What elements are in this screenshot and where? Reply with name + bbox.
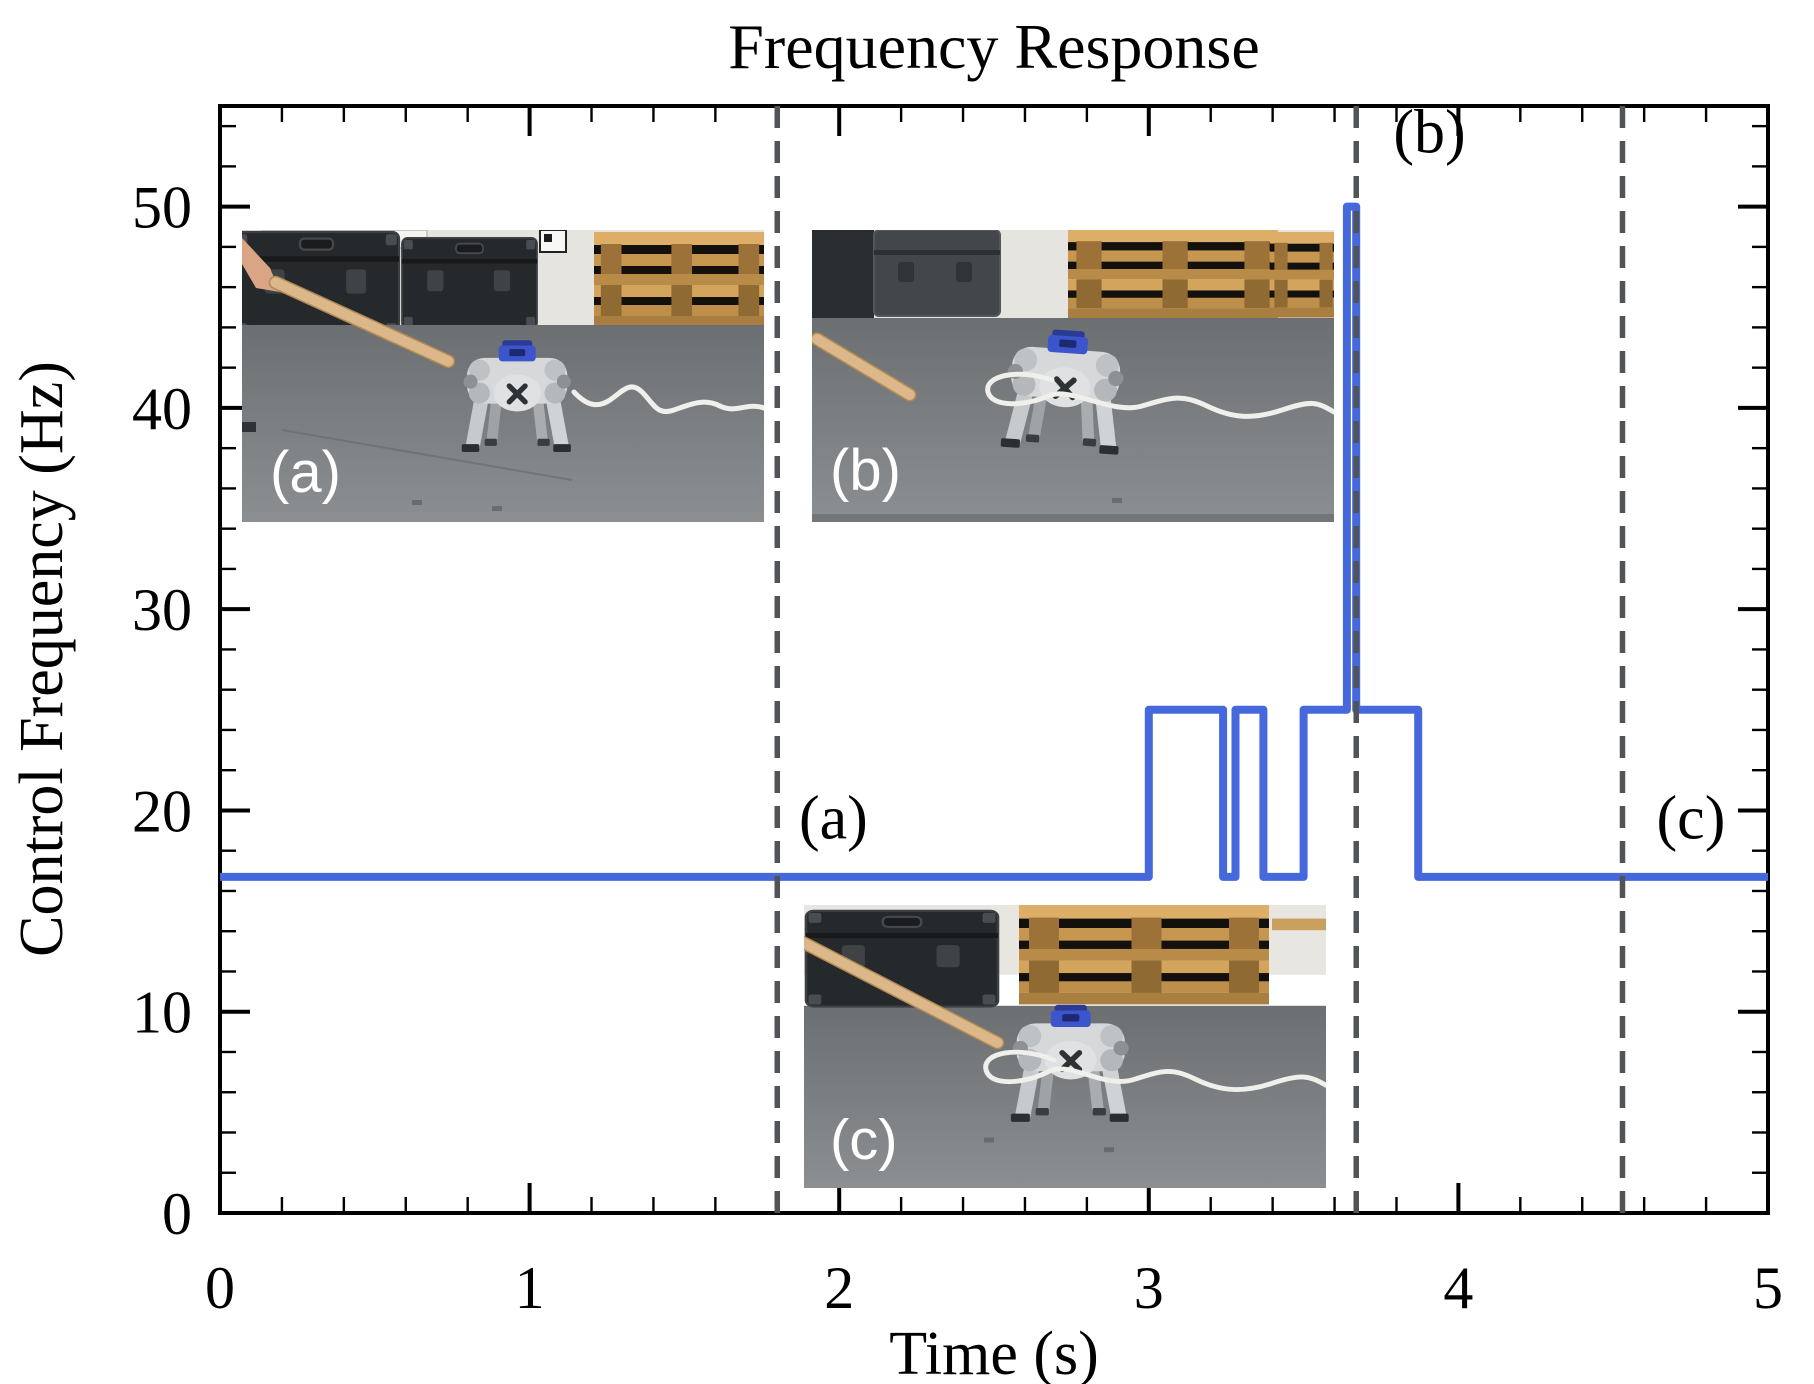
inset-label-a: (a) bbox=[270, 440, 341, 505]
flight-case-right bbox=[401, 237, 538, 330]
cable bbox=[985, 371, 1334, 419]
step-line-series bbox=[220, 202, 1768, 881]
floor-object bbox=[242, 422, 256, 432]
x-tick-label: 3 bbox=[1134, 1255, 1164, 1321]
flight-case-right bbox=[873, 230, 1001, 317]
inset-label-c: (c) bbox=[830, 1109, 898, 1172]
wooden-stick bbox=[804, 936, 1005, 1050]
case-lid-line bbox=[874, 250, 1000, 255]
y-axis-label: Control Frequency (Hz) bbox=[8, 361, 76, 957]
flight-case-left bbox=[812, 230, 874, 318]
inset-label-b: (b) bbox=[830, 438, 901, 503]
event-line-label: (b) bbox=[1393, 98, 1465, 166]
pallet-stack-a bbox=[594, 232, 764, 327]
x-tick-label: 1 bbox=[515, 1255, 545, 1321]
cable bbox=[571, 384, 764, 414]
wooden-stick bbox=[812, 332, 917, 402]
floor-mark bbox=[412, 500, 422, 505]
floor-mark bbox=[1104, 1147, 1114, 1153]
case-latch bbox=[898, 262, 914, 282]
pallet-slat-extra bbox=[1272, 918, 1326, 931]
x-tick-label: 5 bbox=[1753, 1255, 1783, 1321]
floor-mark bbox=[492, 506, 502, 511]
y-tick-label: 30 bbox=[132, 577, 192, 643]
floor-edge bbox=[812, 514, 1334, 522]
x-axis-label: Time (s) bbox=[889, 1320, 1099, 1384]
y-tick-label: 50 bbox=[132, 175, 192, 241]
y-tick-label: 0 bbox=[162, 1181, 192, 1247]
control-frequency-line bbox=[220, 202, 1768, 881]
pallet-stack-b2 bbox=[1270, 232, 1334, 318]
event-line-label: (c) bbox=[1657, 785, 1726, 853]
y-tick-label: 10 bbox=[132, 980, 192, 1046]
x-tick-label: 4 bbox=[1443, 1255, 1473, 1321]
x-tick-label: 0 bbox=[205, 1255, 235, 1321]
y-tick-label: 40 bbox=[132, 376, 192, 442]
x-tick-label: 2 bbox=[824, 1255, 854, 1321]
case-latch bbox=[956, 262, 972, 282]
wall-marker-dot bbox=[544, 234, 552, 242]
cable bbox=[983, 1049, 1326, 1092]
y-tick-label: 20 bbox=[132, 778, 192, 844]
floor-mark bbox=[984, 1137, 994, 1143]
inset-photo-b: (b) bbox=[812, 230, 1334, 522]
plot-frame bbox=[218, 104, 1770, 1215]
wall-marker bbox=[539, 230, 567, 253]
axis-ticks bbox=[218, 106, 1770, 1215]
floor-seam bbox=[281, 429, 573, 481]
floor-mark bbox=[1112, 498, 1122, 503]
wooden-stick bbox=[268, 275, 456, 369]
inset-photo-c: (c) bbox=[804, 905, 1326, 1188]
event-vlines: (a) (b) (c) bbox=[774, 98, 1726, 1213]
chart-title: Frequency Response bbox=[728, 11, 1259, 82]
inset-photo-a: (a) bbox=[242, 230, 764, 522]
pallet-stack-c bbox=[1019, 905, 1269, 1005]
event-line-label: (a) bbox=[799, 785, 868, 853]
pallet-stack-b1 bbox=[1068, 230, 1278, 319]
